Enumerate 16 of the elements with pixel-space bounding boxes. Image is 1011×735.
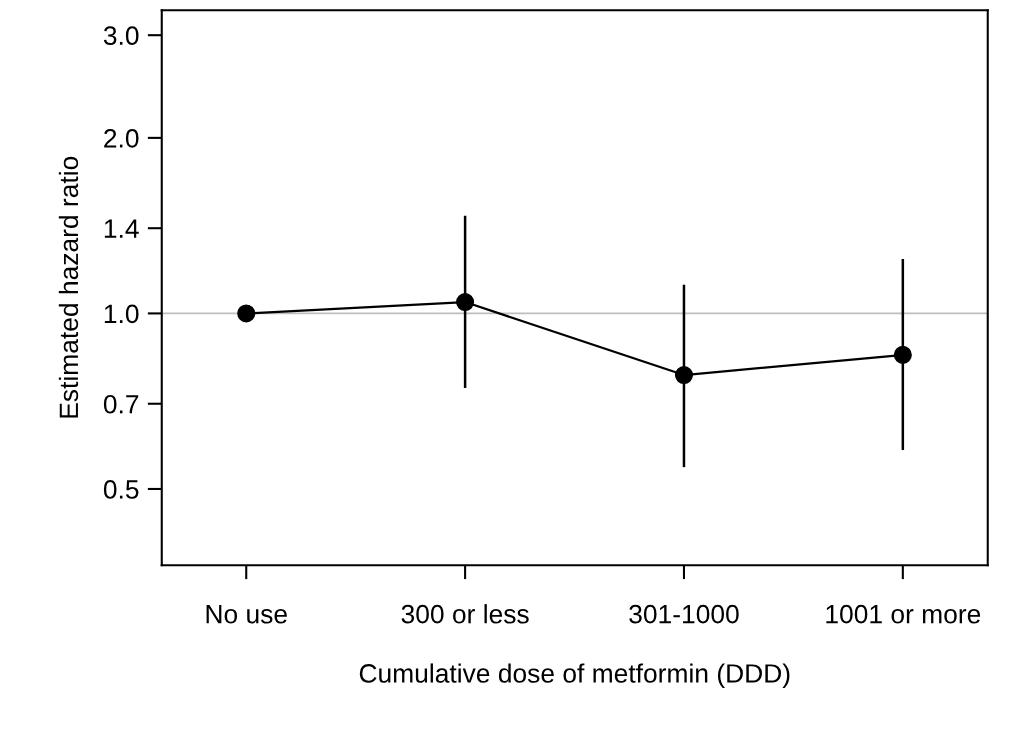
y-tick-label: 1.0 (104, 304, 139, 324)
x-tick-label: No use (206, 605, 287, 624)
y-tick-label: 2.0 (104, 129, 139, 148)
x-tick-label: 301-1000 (629, 604, 739, 624)
point (893, 345, 912, 364)
y-tick-label: 3.0 (103, 26, 139, 46)
point (237, 304, 256, 323)
x-tick-label: 300 or less (401, 604, 529, 624)
y-tick-label: 0.7 (103, 394, 139, 414)
x-tick-label: 1001 or more (826, 604, 981, 624)
point (674, 366, 693, 385)
y-axis-title: Estimated hazard ratio (58, 156, 79, 418)
x-axis-title: Cumulative dose of metformin (DDD) (359, 663, 790, 689)
y-tick-label: 1.4 (104, 219, 139, 238)
point (456, 293, 475, 312)
y-tick-label: 0.5 (103, 480, 139, 499)
